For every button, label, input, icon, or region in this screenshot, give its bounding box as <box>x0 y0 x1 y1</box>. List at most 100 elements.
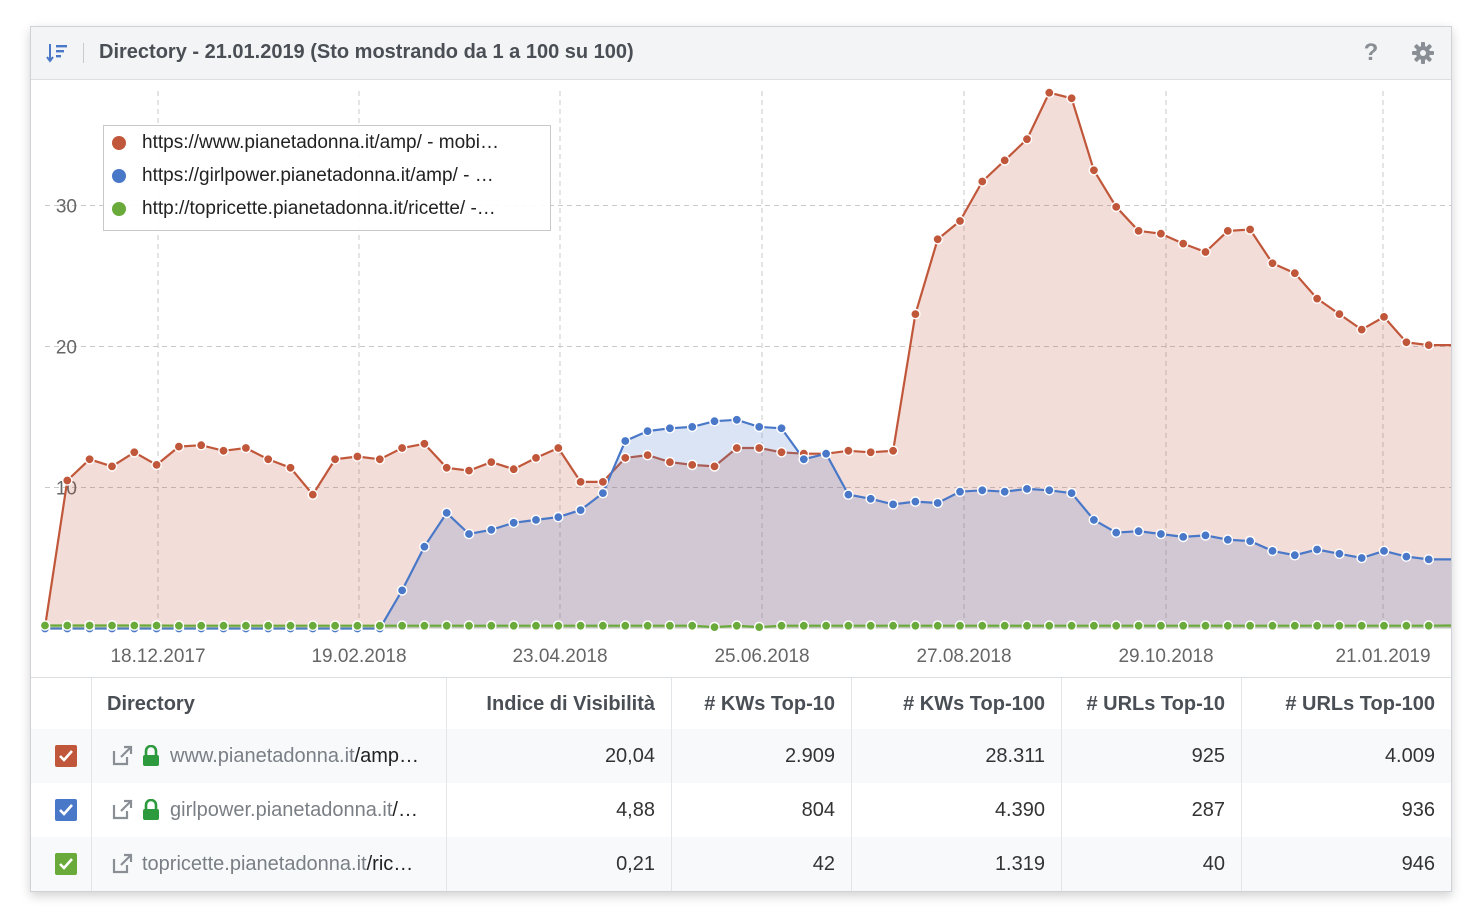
data-point <box>1088 165 1100 176</box>
data-point <box>262 620 274 632</box>
data-point <box>1289 267 1301 279</box>
data-point <box>1044 484 1055 496</box>
data-point <box>932 497 944 509</box>
x-tick-label: 23.04.2018 <box>512 646 607 667</box>
directory-link[interactable]: www.pianetadonna.it/amp… <box>170 745 419 768</box>
external-link-icon[interactable] <box>110 852 134 876</box>
data-point <box>1334 308 1345 320</box>
data-point <box>776 620 787 632</box>
data-point <box>865 446 877 458</box>
data-point <box>999 155 1011 166</box>
urls-top100-value: 4.009 <box>1241 729 1451 783</box>
directory-link[interactable]: topricette.pianetadonna.it/ric… <box>142 853 413 876</box>
header-visibility-index[interactable]: Indice di Visibilità <box>446 678 671 730</box>
data-point <box>843 620 854 632</box>
data-point <box>419 541 430 553</box>
data-point <box>1222 225 1234 237</box>
checkmark-icon <box>59 804 73 816</box>
data-point <box>1289 620 1301 632</box>
data-point <box>910 496 921 507</box>
data-point <box>508 517 520 529</box>
data-point <box>84 620 95 631</box>
urls-top100-value: 946 <box>1241 837 1451 891</box>
data-point <box>1110 527 1122 538</box>
data-point <box>151 459 162 471</box>
data-point <box>307 620 319 632</box>
row-checkbox[interactable] <box>55 745 77 767</box>
data-point <box>485 456 497 468</box>
data-point <box>1244 224 1256 235</box>
external-link-icon[interactable] <box>110 798 134 822</box>
legend-marker <box>112 136 126 150</box>
data-point <box>999 620 1011 632</box>
data-point <box>1110 201 1122 213</box>
header-kws-top100[interactable]: # KWs Top-100 <box>851 678 1061 730</box>
row-checkbox[interactable] <box>55 853 77 875</box>
data-point <box>1155 528 1167 540</box>
header-urls-top10[interactable]: # URLs Top-10 <box>1061 678 1241 730</box>
data-point <box>1311 293 1323 304</box>
data-point <box>620 435 631 447</box>
data-point <box>910 308 921 320</box>
data-point <box>1267 257 1278 269</box>
data-point <box>1311 620 1323 632</box>
data-point <box>106 461 118 472</box>
data-point <box>151 620 162 631</box>
visibility-value: 4,88 <box>446 783 671 837</box>
header-kws-top10[interactable]: # KWs Top-10 <box>671 678 851 730</box>
x-tick-label: 25.06.2018 <box>714 646 809 667</box>
data-point <box>419 620 430 632</box>
kws-top10-value: 2.909 <box>671 729 851 783</box>
data-point <box>329 453 341 465</box>
sort-icon[interactable] <box>45 41 69 65</box>
header-urls-top100[interactable]: # URLs Top-100 <box>1241 678 1451 730</box>
legend-marker <box>112 202 126 216</box>
data-point <box>1423 620 1434 632</box>
data-point <box>463 465 475 476</box>
help-icon[interactable]: ? <box>1363 39 1379 66</box>
legend-item-girlpower[interactable]: https://girlpower.pianetadonna.it/amp/ -… <box>112 161 548 191</box>
data-point <box>1155 620 1167 632</box>
data-point <box>887 445 899 457</box>
data-point <box>798 453 810 465</box>
external-link-icon[interactable] <box>110 744 134 768</box>
data-point <box>1356 552 1367 564</box>
data-point <box>1088 514 1100 526</box>
table-row: topricette.pianetadonna.it/ric… 0,21 42 … <box>31 837 1451 891</box>
gear-icon[interactable] <box>1411 41 1435 65</box>
table-row: girlpower.pianetadonna.it/… 4,88 804 4.3… <box>31 783 1451 838</box>
data-point <box>553 442 564 454</box>
data-point <box>374 453 386 465</box>
data-point <box>485 524 497 536</box>
data-point <box>642 425 653 437</box>
directory-cell: www.pianetadonna.it/amp… <box>91 729 446 783</box>
data-point <box>441 620 453 632</box>
checkmark-icon <box>59 750 73 762</box>
data-point <box>1066 620 1077 632</box>
legend-item-topricette[interactable]: http://topricette.pianetadonna.it/ricett… <box>112 194 548 224</box>
data-point <box>977 484 988 496</box>
data-point <box>731 620 743 632</box>
data-point <box>173 441 185 452</box>
data-point <box>39 620 51 631</box>
header-directory[interactable]: Directory <box>91 678 446 730</box>
data-point <box>1200 620 1211 632</box>
row-checkbox[interactable] <box>55 799 77 821</box>
data-point <box>530 452 542 464</box>
data-point <box>709 621 720 633</box>
panel-header: Directory - 21.01.2019 (Sto mostrando da… <box>31 27 1451 80</box>
data-point <box>1133 620 1144 632</box>
legend-item-pianetadonna[interactable]: https://www.pianetadonna.it/amp/ - mobi… <box>112 128 548 158</box>
data-point <box>887 499 899 510</box>
directory-cell: girlpower.pianetadonna.it/… <box>91 783 446 837</box>
directory-domain: girlpower.pianetadonna.it <box>170 798 393 821</box>
data-point <box>1021 483 1033 495</box>
data-point <box>485 620 497 632</box>
directory-link[interactable]: girlpower.pianetadonna.it/… <box>170 799 418 822</box>
data-point <box>441 462 453 474</box>
data-point <box>129 446 140 458</box>
visibility-value: 20,04 <box>446 729 671 783</box>
table-row: www.pianetadonna.it/amp… 20,04 2.909 28.… <box>31 729 1451 784</box>
urls-top10-value: 287 <box>1061 783 1241 837</box>
data-point <box>1334 548 1345 560</box>
